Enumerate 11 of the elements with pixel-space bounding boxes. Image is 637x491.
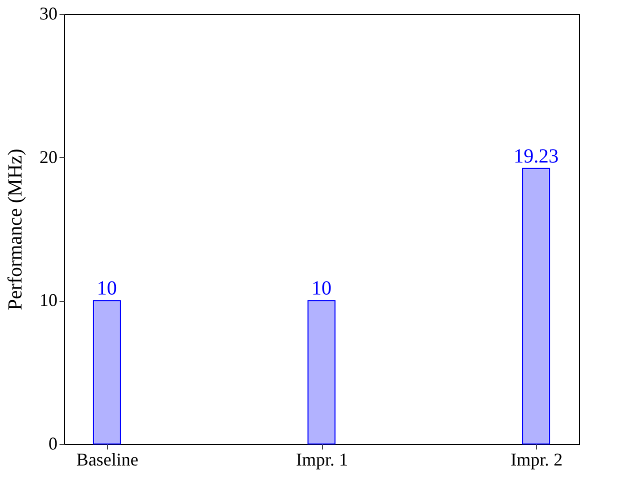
data-label: 10 xyxy=(96,278,117,300)
y-tick-label: 30 xyxy=(40,4,58,24)
y-tick-label: 0 xyxy=(48,434,58,454)
x-tick-label: Baseline xyxy=(76,450,138,470)
y-tick-label: 20 xyxy=(40,146,58,167)
y-tick-label: 10 xyxy=(40,290,58,310)
x-tick-label: Impr. 2 xyxy=(510,450,563,470)
y-axis-title: Performance (MHz) xyxy=(4,148,26,310)
data-label: 19.23 xyxy=(514,145,559,168)
data-label: 10 xyxy=(312,278,332,300)
x-tick-label: Impr. 1 xyxy=(296,450,348,470)
